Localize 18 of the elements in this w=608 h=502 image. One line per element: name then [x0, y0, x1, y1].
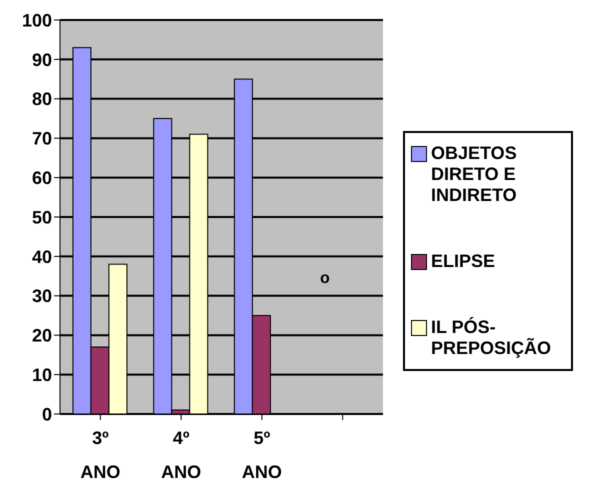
y-tick-label: 40 — [32, 246, 52, 267]
x-tick-label: 3º ANO — [80, 428, 120, 482]
x-tick-label: 4º ANO — [161, 428, 202, 482]
y-tick-label: 70 — [32, 128, 52, 149]
y-tick-label: 10 — [32, 364, 52, 385]
y-tick-label: 30 — [32, 286, 52, 306]
legend-label: IL PÓS-PREPOSIÇÃO — [431, 317, 552, 359]
y-tick-label: 60 — [32, 168, 52, 188]
x-tick-label: 5º ANO — [242, 428, 282, 482]
y-tick-label: 0 — [42, 404, 52, 424]
y-tick-label: 80 — [32, 89, 52, 110]
y-tick-label: 90 — [32, 50, 52, 70]
y-tick-label: 100 — [22, 10, 52, 30]
legend-label: ELIPSE — [431, 251, 496, 272]
legend-label: OBJETOS DIRETO E INDIRETO — [431, 143, 518, 206]
y-tick-label: 50 — [32, 207, 52, 228]
annotation: o — [320, 270, 330, 288]
y-tick-label: 20 — [32, 326, 52, 346]
